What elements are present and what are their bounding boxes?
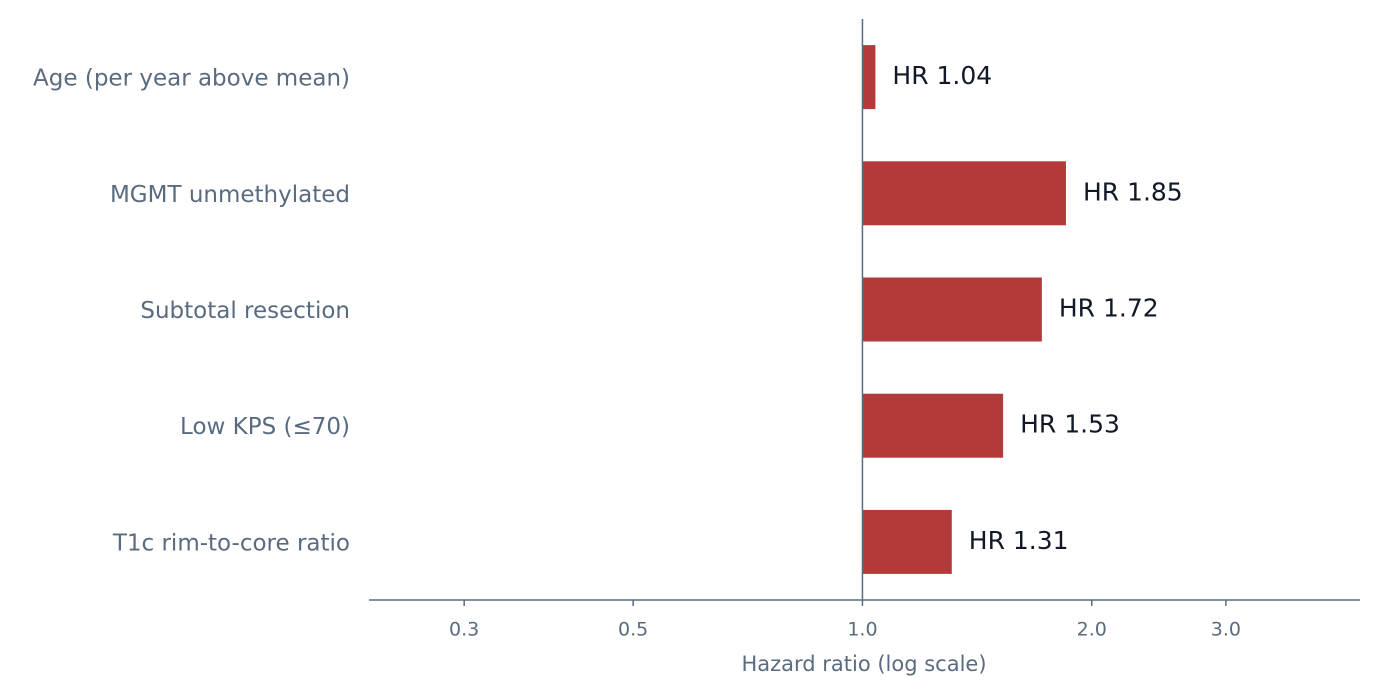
y-tick-label: Age (per year above mean) xyxy=(33,66,350,92)
bar xyxy=(862,45,876,110)
x-tick-label: 0.5 xyxy=(618,619,648,641)
x-tick-label: 1.0 xyxy=(847,619,877,641)
x-axis-label: Hazard ratio (log scale) xyxy=(741,652,986,676)
y-tick-label: MGMT unmethylated xyxy=(110,182,350,208)
value-label: HR 1.31 xyxy=(969,526,1069,555)
bar xyxy=(862,393,1004,458)
bar xyxy=(862,509,952,574)
value-label: HR 1.85 xyxy=(1083,177,1183,206)
x-tick-label: 2.0 xyxy=(1077,619,1107,641)
y-tick-label: Low KPS (≤70) xyxy=(180,414,350,440)
value-label: HR 1.04 xyxy=(892,61,992,90)
bar xyxy=(862,161,1066,226)
bar xyxy=(862,277,1042,342)
y-tick-label: Subtotal resection xyxy=(140,298,350,324)
value-label: HR 1.72 xyxy=(1059,294,1159,323)
value-label: HR 1.53 xyxy=(1020,410,1120,439)
y-tick-label: T1c rim-to-core ratio xyxy=(112,530,350,556)
x-tick-label: 0.3 xyxy=(449,619,479,641)
x-tick-label: 3.0 xyxy=(1211,619,1241,641)
